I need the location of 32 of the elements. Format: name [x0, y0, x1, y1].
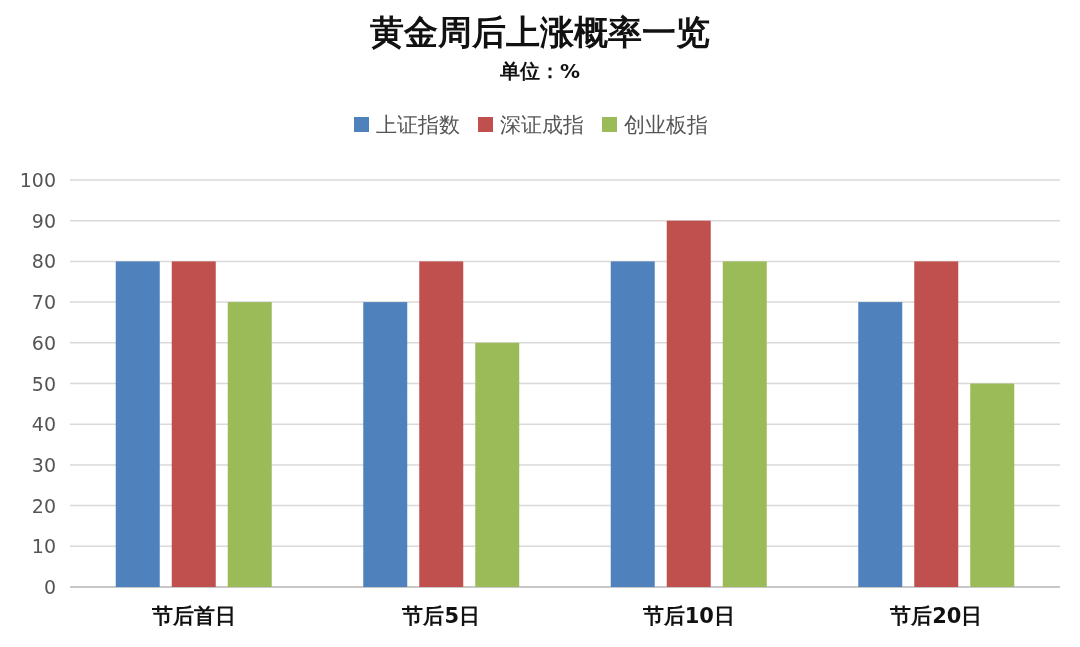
bar: [722, 261, 767, 587]
bar: [858, 302, 903, 587]
y-tick-label: 50: [31, 372, 56, 395]
legend-label: 上证指数: [376, 113, 460, 137]
y-tick-label: 80: [31, 250, 56, 273]
y-tick-label: 0: [43, 576, 56, 598]
y-tick-label: 20: [31, 494, 56, 517]
bar: [666, 220, 711, 587]
bar: [970, 383, 1015, 587]
bar: [475, 342, 520, 587]
x-tick-label: 节后20日: [889, 604, 983, 628]
bar: [419, 261, 464, 587]
bar: [363, 302, 408, 587]
chart-subtitle: 单位：%: [498, 59, 581, 83]
y-tick-label: 40: [31, 413, 56, 436]
y-tick-label: 100: [19, 169, 56, 191]
chart-title: 黄金周后上涨概率一览: [370, 12, 710, 52]
legend-label: 创业板指: [624, 113, 708, 137]
y-tick-label: 60: [31, 331, 56, 354]
bar: [914, 261, 959, 587]
bar: [227, 302, 272, 587]
x-tick-label: 节后10日: [641, 604, 735, 628]
legend-label: 深证成指: [500, 113, 584, 137]
y-tick-label: 10: [31, 535, 56, 558]
y-tick-label: 70: [31, 291, 56, 314]
x-tick-label: 节后首日: [150, 604, 236, 628]
bar: [610, 261, 655, 587]
bar: [171, 261, 216, 587]
bar: [115, 261, 160, 587]
x-tick-label: 节后5日: [401, 604, 481, 628]
y-tick-label: 30: [31, 453, 56, 476]
y-tick-label: 90: [31, 209, 56, 232]
